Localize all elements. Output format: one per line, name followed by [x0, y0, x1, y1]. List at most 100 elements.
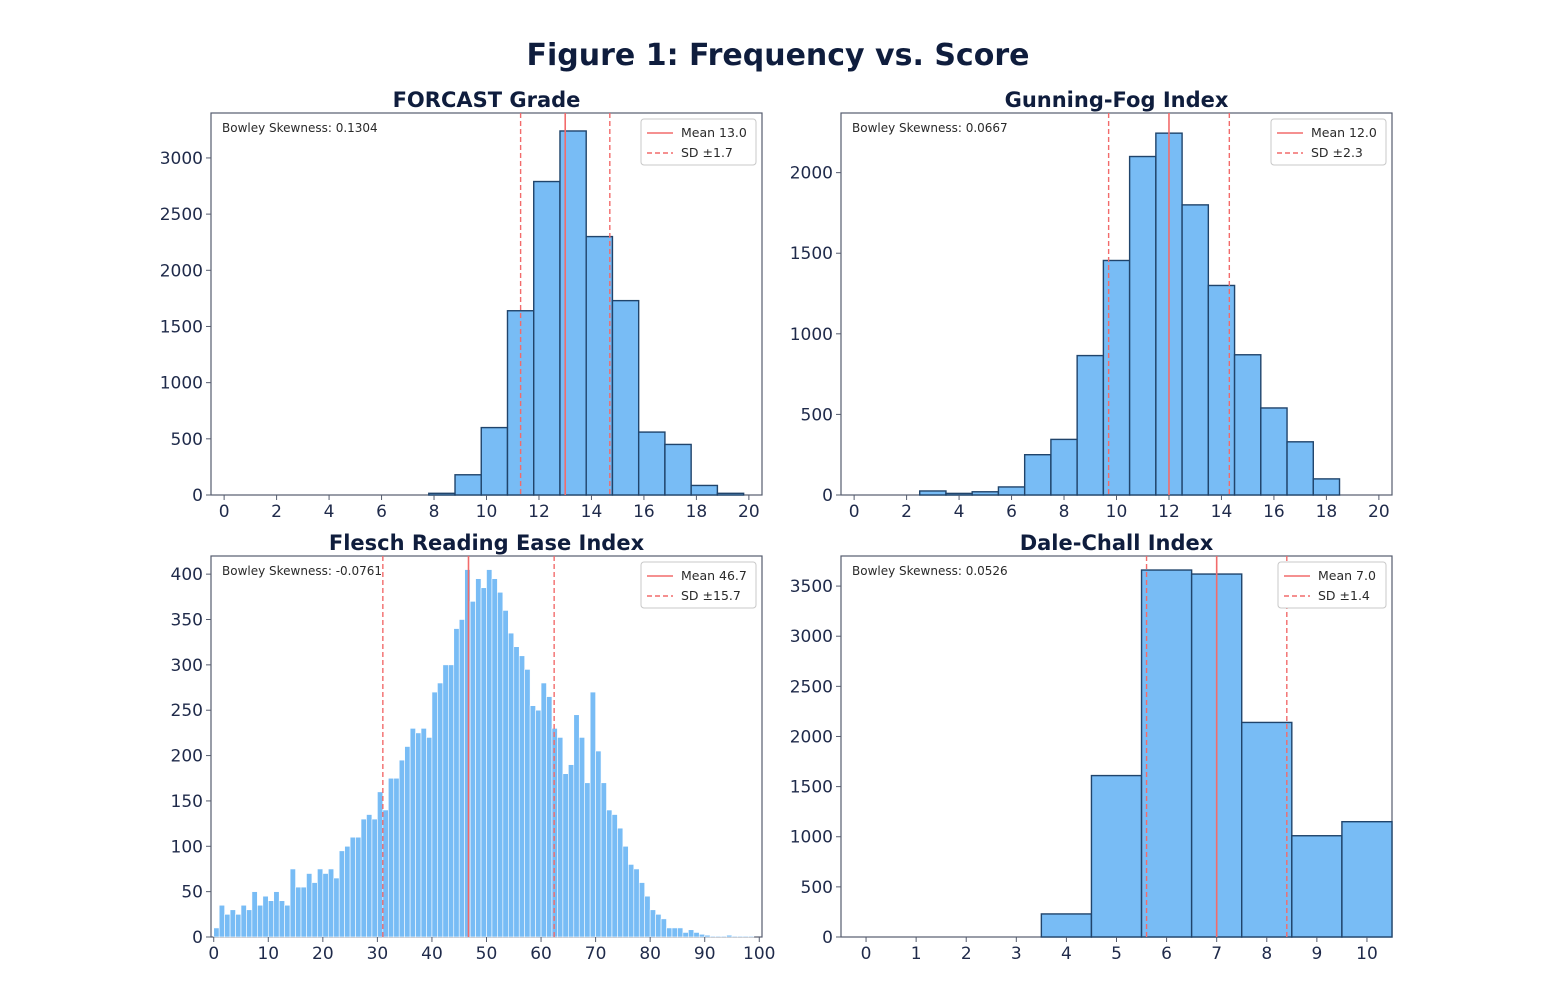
histogram-bar: [322, 873, 329, 938]
x-tick-label: 5: [1111, 944, 1122, 964]
x-tick-label: 20: [312, 944, 334, 964]
y-tick-label: 500: [801, 878, 833, 898]
histogram-bar: [589, 691, 596, 938]
x-tick-label: 2: [961, 944, 972, 964]
x-tick-label: 1: [911, 944, 922, 964]
x-tick-label: 8: [1059, 502, 1070, 522]
histogram-bar: [289, 868, 296, 938]
histogram-bar: [666, 927, 673, 938]
histogram-bar: [442, 664, 449, 938]
histogram-bar: [671, 927, 678, 938]
x-tick-label: 4: [1061, 944, 1072, 964]
histogram-bar: [246, 909, 253, 938]
histogram-bar: [420, 728, 427, 938]
histogram-bar: [524, 669, 531, 938]
legend-box: [640, 561, 757, 609]
histogram-bar: [715, 935, 722, 938]
histogram-bar: [585, 235, 614, 496]
histogram-bar: [480, 426, 509, 496]
x-tick-label: 10: [257, 944, 279, 964]
histogram-bar: [377, 791, 384, 938]
x-tick-label: 0: [861, 944, 872, 964]
histogram-bar: [971, 491, 1000, 496]
histogram-bar: [284, 904, 291, 938]
histogram-bar: [393, 777, 400, 938]
histogram-bar: [306, 873, 313, 938]
histogram-bar: [644, 895, 651, 938]
x-tick-label: 60: [530, 944, 552, 964]
chart-title: FORCAST Grade: [393, 88, 581, 112]
histogram-bar: [513, 646, 520, 938]
legend: Mean 12.0 SD ±2.3: [1270, 118, 1387, 166]
histogram-bar: [573, 714, 580, 938]
histogram-bar: [224, 914, 231, 938]
histogram-bar: [535, 709, 542, 938]
histogram-bar: [338, 850, 345, 938]
histogram-bar: [533, 180, 561, 496]
histogram-bar: [458, 619, 465, 938]
legend-sd-label: SD ±1.7: [681, 145, 733, 160]
histogram-bar: [235, 914, 242, 938]
histogram-bar: [557, 737, 564, 938]
histogram-bar: [1233, 354, 1262, 496]
histogram-bar: [486, 569, 493, 938]
y-tick-label: 2000: [790, 727, 833, 747]
y-tick-label: 1500: [160, 317, 203, 337]
legend-mean-label: Mean 13.0: [681, 125, 747, 140]
x-tick-label: 8: [1261, 944, 1272, 964]
histogram-bar: [273, 891, 280, 938]
histogram-bar: [584, 782, 591, 938]
histogram-bar: [355, 836, 362, 938]
histogram-bar: [682, 932, 689, 938]
y-tick-label: 2500: [160, 205, 203, 225]
chart-title: Dale-Chall Index: [1020, 531, 1214, 555]
histogram-bar: [431, 691, 438, 938]
histogram-bar: [1286, 441, 1314, 496]
histogram-bar: [267, 900, 275, 938]
y-tick-label: 3000: [790, 627, 833, 647]
histogram-bar: [426, 737, 433, 938]
histogram-bar: [502, 610, 509, 938]
histogram-bar: [262, 895, 269, 938]
x-tick-label: 7: [1211, 944, 1222, 964]
histogram-bar: [404, 746, 411, 938]
legend-sd-label: SD ±2.3: [1311, 145, 1363, 160]
histogram-bar: [475, 578, 482, 938]
histogram-bar: [409, 728, 416, 938]
histogram-bar: [1102, 259, 1131, 496]
y-tick-label: 500: [171, 430, 203, 450]
histogram-bar: [415, 732, 422, 938]
skewness-annotation: Bowley Skewness: 0.1304: [222, 121, 378, 135]
histogram-bar: [677, 927, 684, 938]
x-tick-label: 16: [633, 502, 655, 522]
histogram-bar: [278, 900, 285, 938]
y-tick-label: 2000: [160, 261, 203, 281]
y-tick-label: 1500: [790, 244, 833, 264]
histogram-bar: [716, 492, 745, 496]
histogram-bar: [360, 818, 367, 938]
x-tick-label: 0: [849, 502, 860, 522]
x-tick-label: 9: [1311, 944, 1322, 964]
histogram-bar: [600, 782, 607, 938]
histogram-bar: [366, 814, 373, 938]
histogram-bar: [240, 904, 247, 938]
histogram-bar: [453, 628, 460, 938]
histogram-bar: [1181, 204, 1210, 496]
histogram-bar: [1050, 438, 1078, 496]
histogram-bar: [398, 759, 405, 938]
histogram-bar: [508, 632, 515, 938]
x-tick-label: 0: [208, 944, 219, 964]
histogram-bar: [655, 914, 662, 938]
histogram-bar: [562, 773, 569, 938]
y-tick-label: 1500: [790, 778, 833, 798]
x-tick-label: 6: [376, 502, 387, 522]
histogram-bar: [371, 818, 378, 938]
histogram-bar: [257, 904, 264, 938]
x-tick-label: 80: [639, 944, 661, 964]
x-tick-label: 50: [476, 944, 498, 964]
histogram-bar: [649, 909, 656, 938]
histogram-bar: [464, 569, 471, 938]
y-tick-label: 350: [171, 611, 203, 631]
y-tick-label: 0: [192, 486, 203, 506]
histogram-bar: [720, 935, 727, 938]
